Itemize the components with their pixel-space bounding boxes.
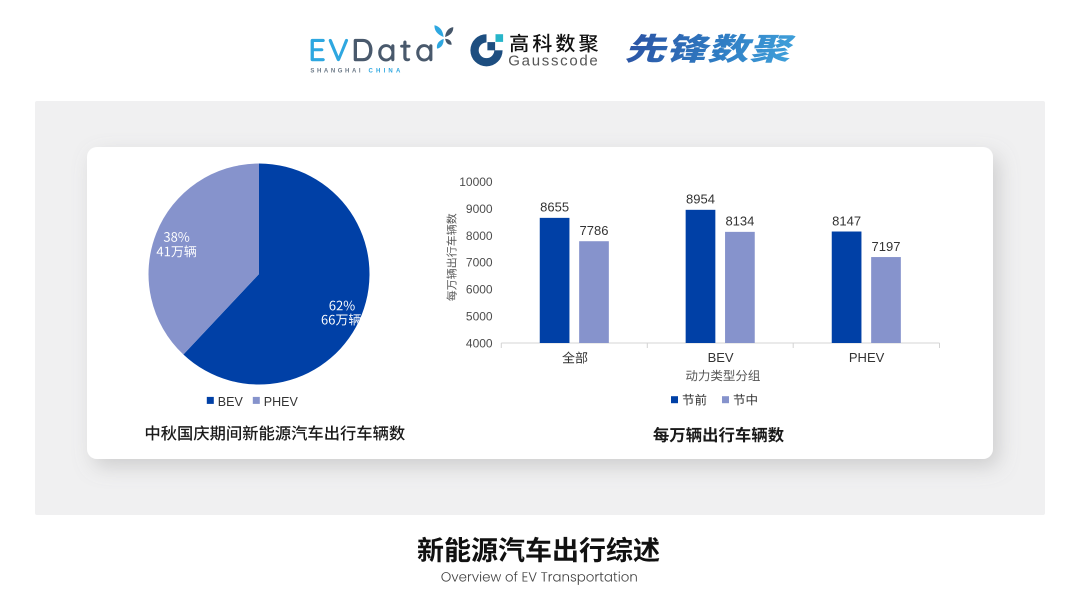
svg-text:5000: 5000 [466,309,493,323]
svg-text:8147: 8147 [832,213,861,228]
svg-text:PHEV: PHEV [849,350,885,365]
svg-text:8000: 8000 [466,229,493,243]
svg-text:7786: 7786 [580,223,609,238]
svg-text:PHEV: PHEV [264,395,299,409]
svg-text:9000: 9000 [466,202,493,216]
svg-text:7000: 7000 [466,256,493,270]
svg-text:7197: 7197 [872,239,901,254]
svg-text:4000: 4000 [466,336,493,350]
svg-text:6000: 6000 [466,283,493,297]
svg-text:8954: 8954 [686,192,715,207]
svg-text:10000: 10000 [459,175,493,189]
svg-text:8655: 8655 [540,200,569,215]
svg-text:BEV: BEV [218,395,244,409]
svg-text:SHANGHAI: SHANGHAI [310,69,363,75]
svg-text:BEV: BEV [708,350,734,365]
svg-text:Gausscode: Gausscode [508,53,599,70]
svg-text:8134: 8134 [725,214,754,229]
svg-text:CHINA: CHINA [369,69,404,75]
